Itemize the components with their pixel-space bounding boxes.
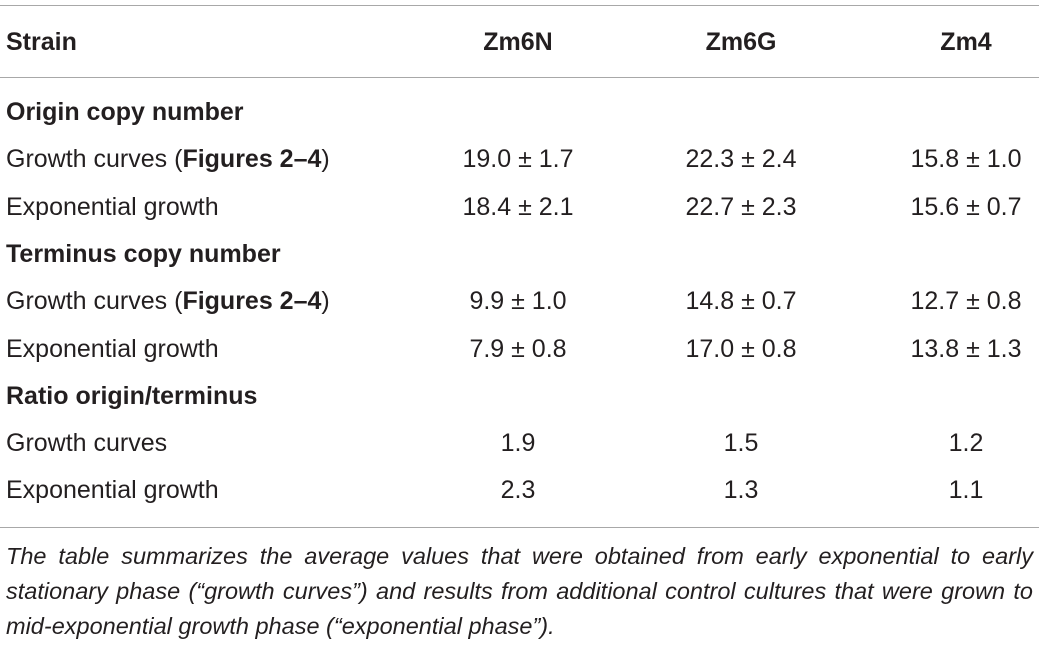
value-cell: 9.9 ± 1.0	[469, 287, 567, 316]
table-bottom-rule	[0, 527, 1039, 528]
section-title: Terminus copy number	[6, 239, 281, 268]
value-cell: 13.8 ± 1.3	[910, 334, 1022, 363]
row-label: Growth curves	[6, 428, 167, 458]
label-text: Growth curves (	[6, 145, 183, 174]
header-cell: Strain	[6, 28, 77, 56]
value-cell: 19.0 ± 1.7	[462, 145, 574, 174]
value-cell: 1.2	[948, 429, 984, 458]
figure-ref: Figures 2–4	[182, 145, 322, 174]
row-label: Exponential growth	[6, 192, 219, 222]
value-cell: 1.1	[948, 476, 984, 505]
table-top-rule	[0, 5, 1039, 6]
section-title: Ratio origin/terminus	[6, 381, 258, 410]
label-text: Exponential growth	[6, 476, 219, 505]
value-cell: 15.8 ± 1.0	[910, 145, 1022, 174]
header-cell: Zm6N	[483, 28, 553, 56]
value-cell: 18.4 ± 2.1	[462, 192, 574, 221]
value-cell: 15.6 ± 0.7	[910, 192, 1022, 221]
label-text: Exponential growth	[6, 334, 219, 363]
value-cell: 14.8 ± 0.7	[685, 287, 797, 316]
value-cell: 7.9 ± 0.8	[469, 334, 567, 363]
value-cell: 22.3 ± 2.4	[685, 145, 797, 174]
label-text: )	[321, 145, 330, 174]
footnote: The table summarizes the average values …	[6, 543, 1033, 639]
header-cell: Zm6G	[705, 28, 777, 56]
label-text: )	[321, 287, 330, 316]
value-cell: 22.7 ± 2.3	[685, 192, 797, 221]
row-label: Exponential growth	[6, 334, 219, 364]
label-text: Growth curves	[6, 429, 168, 458]
value-cell: 12.7 ± 0.8	[910, 287, 1022, 316]
value-cell: 1.5	[723, 429, 759, 458]
row-label: Growth curves (Figures 2–4)	[6, 144, 330, 174]
value-cell: 2.3	[500, 476, 536, 505]
header-rule	[0, 77, 1039, 78]
value-cell: 1.3	[723, 476, 759, 505]
label-text: Exponential growth	[6, 192, 219, 221]
section-title: Origin copy number	[6, 98, 244, 126]
value-cell: 1.9	[500, 429, 536, 458]
value-cell: 17.0 ± 0.8	[685, 334, 797, 363]
row-label: Exponential growth	[6, 475, 219, 505]
figure-ref: Figures 2–4	[182, 287, 322, 316]
row-label: Growth curves (Figures 2–4)	[6, 286, 330, 316]
label-text: Growth curves (	[6, 287, 183, 316]
header-cell: Zm4	[940, 28, 992, 56]
